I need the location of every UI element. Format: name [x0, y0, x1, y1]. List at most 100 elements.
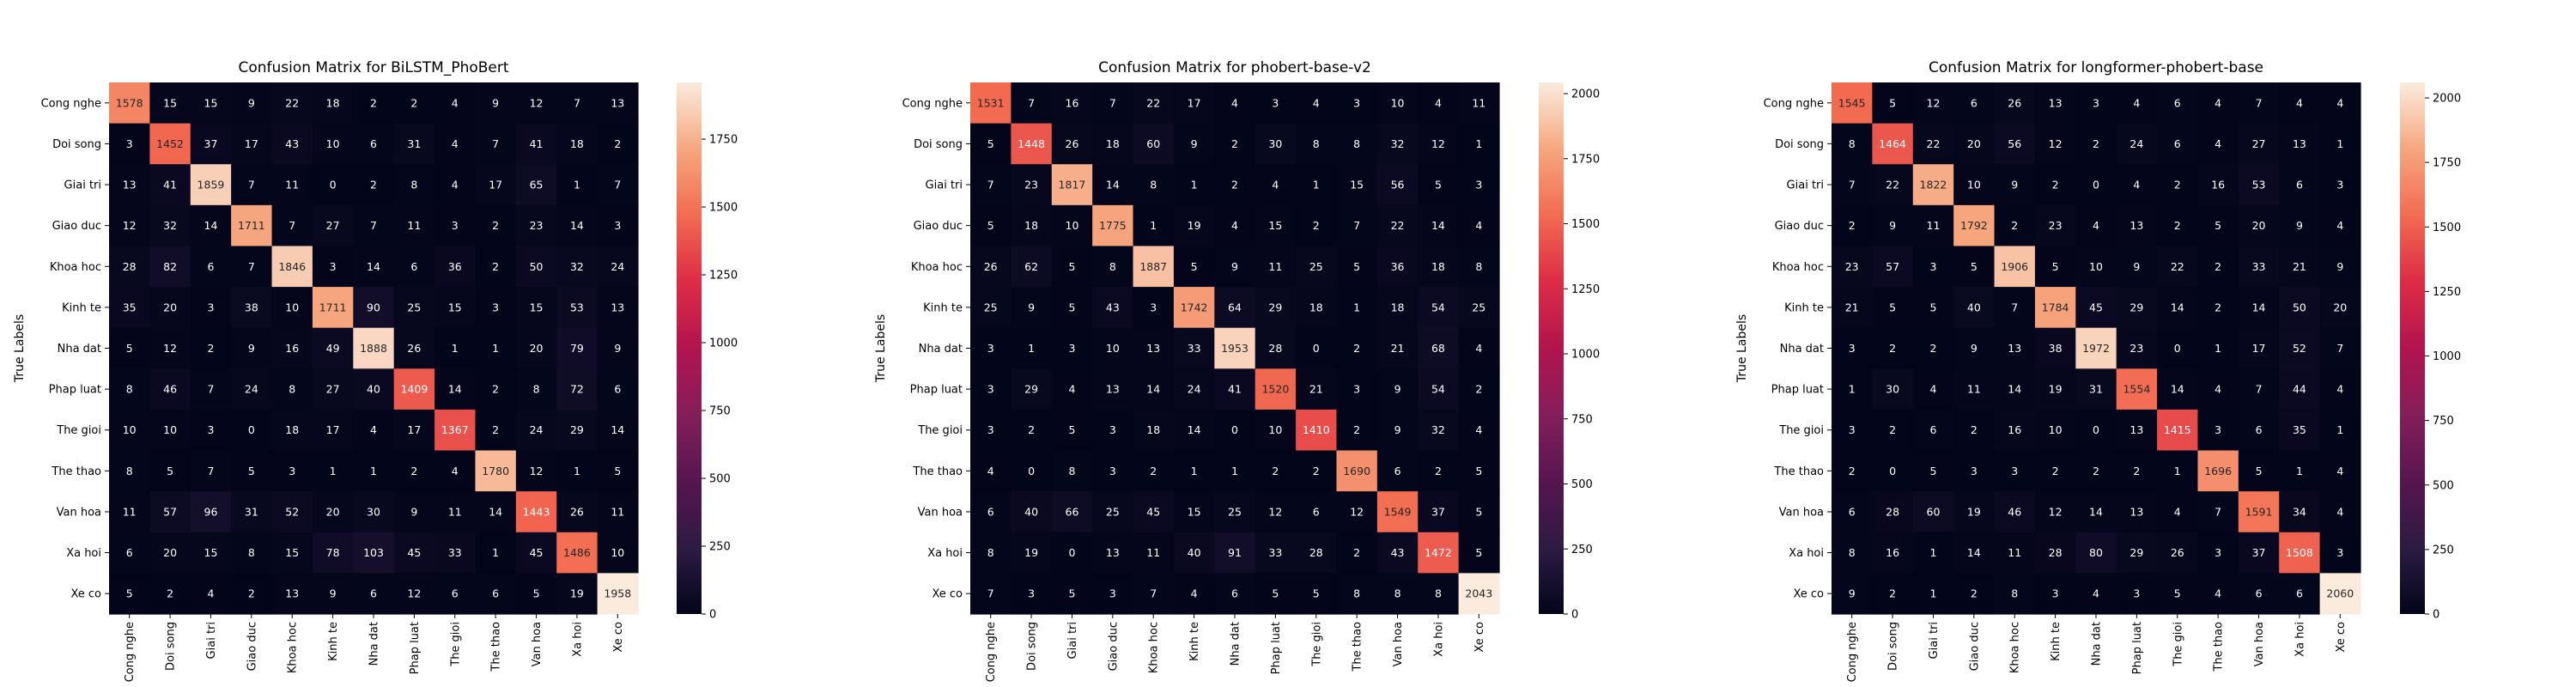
cell-value-label: 3	[1849, 423, 1856, 436]
heatmap-cell	[1832, 123, 1873, 165]
cell-value-label: 5	[1475, 465, 1482, 477]
heatmap-cell	[1832, 204, 1873, 247]
heatmap-cell	[2279, 246, 2321, 288]
x-tick-label: Khoa hoc	[287, 622, 300, 673]
cell-value-label: 29	[1268, 301, 1282, 313]
heatmap-cell	[1872, 82, 1914, 125]
cell-value-label: 13	[611, 301, 624, 313]
heatmap-cell	[1051, 327, 1093, 369]
cell-value-label: 10	[1967, 179, 1981, 192]
cell-value-label: 28	[2049, 546, 2063, 559]
cell-value-label: 41	[1228, 383, 1242, 396]
cell-value-label: 8	[1849, 137, 1856, 150]
cell-value-label: 5	[1191, 260, 1198, 273]
cell-value-label: 9	[248, 96, 255, 109]
cell-value-label: 1	[574, 465, 580, 477]
heatmap-cell	[2238, 450, 2280, 492]
cell-value-label: 15	[1268, 219, 1282, 232]
heatmap-cell	[1133, 368, 1175, 410]
y-tick-label: Kinh te	[1784, 301, 1824, 314]
heatmap-cell	[190, 532, 232, 574]
cell-value-label: 8	[1353, 587, 1360, 600]
heatmap-cell	[1051, 368, 1093, 410]
cell-value-label: 22	[1391, 219, 1405, 232]
cell-value-label: 79	[570, 342, 584, 355]
cell-value-label: 12	[1927, 96, 1941, 109]
heatmap-cell	[271, 368, 313, 410]
heatmap-cell	[1458, 123, 1500, 165]
cell-value-label: 5	[1068, 260, 1075, 273]
cell-value-label: 1	[330, 465, 337, 477]
colorbar-tick-label: 1250	[2433, 286, 2461, 299]
heatmap-cell	[597, 164, 639, 206]
colorbar-tick-label: 0	[709, 609, 716, 622]
cell-value-label: 23	[2129, 342, 2143, 355]
heatmap-cell	[149, 573, 191, 615]
heatmap-cell	[1214, 204, 1256, 247]
heatmap-cell	[1133, 450, 1175, 492]
heatmap-cell	[1255, 532, 1297, 574]
cell-value-label: 1	[370, 465, 377, 477]
heatmap-cell	[1011, 368, 1053, 410]
cell-value-label: 50	[2293, 301, 2306, 313]
colorbar-gradient	[1539, 82, 1564, 614]
heatmap-cell	[312, 164, 354, 206]
heatmap-cells: 1531 7 16 7 22 17 4 3 4 3 10 4 115 1448 26 18 60 9 2 30 8 8 32…	[970, 82, 1500, 615]
cell-value-label: 26	[2008, 96, 2021, 109]
heatmap-cell	[970, 532, 1012, 574]
heatmap-cell	[1011, 204, 1053, 247]
cell-value-label: 9	[1849, 587, 1856, 600]
heatmap-cell	[1418, 82, 1460, 125]
cell-value-label: 11	[1472, 96, 1485, 109]
cell-value-label: 45	[530, 546, 544, 559]
heatmap-cell	[1376, 327, 1419, 369]
cell-value-label: 37	[1431, 505, 1445, 518]
heatmap-cell	[1912, 368, 1954, 410]
heatmap-cell	[1092, 491, 1134, 533]
heatmap-cell	[1912, 532, 1954, 574]
heatmap-cell	[2238, 573, 2280, 615]
cell-value-label: 6	[1849, 505, 1856, 518]
heatmap-cell	[1953, 532, 1996, 574]
heatmap-cell	[312, 532, 354, 574]
cell-value-label: 1464	[1879, 137, 1906, 150]
cell-value-label: 6	[2296, 179, 2303, 192]
cell-value-label: 1953	[1221, 342, 1249, 355]
cell-value-label: 6	[2256, 423, 2263, 436]
heatmap-cell	[393, 164, 435, 206]
heatmap-cell	[597, 491, 639, 533]
cell-value-label: 13	[2049, 96, 2063, 109]
cell-value-label: 9	[248, 342, 255, 355]
heatmap-cell	[1336, 450, 1378, 492]
heatmap-cell	[1214, 409, 1256, 452]
heatmap-cell	[1173, 450, 1215, 492]
heatmap-cell	[1214, 327, 1256, 369]
x-tick-label: The thao	[2213, 622, 2226, 672]
heatmap-cell	[1953, 204, 1996, 247]
cell-value-label: 11	[448, 505, 462, 518]
heatmap-cell	[1296, 491, 1338, 533]
colorbar-tick-label: 1750	[2433, 157, 2461, 170]
cell-value-label: 5	[1353, 260, 1360, 273]
heatmap-cell	[515, 204, 557, 247]
heatmap-cell	[434, 327, 477, 369]
y-tick-label: Xe co	[932, 588, 963, 601]
cell-value-label: 1690	[1343, 465, 1370, 477]
cell-value-label: 45	[2089, 301, 2103, 313]
cell-value-label: 2	[1272, 465, 1279, 477]
cell-value-label: 7	[207, 465, 214, 477]
y-tick-label: Xa hoi	[1789, 547, 1824, 560]
heatmap-cell	[475, 204, 517, 247]
heatmap-cell	[2238, 409, 2280, 452]
cell-value-label: 9	[492, 96, 499, 109]
cell-value-label: 8	[1475, 260, 1482, 273]
cell-value-label: 20	[2333, 301, 2347, 313]
cell-value-label: 18	[1024, 219, 1038, 232]
cell-value-label: 8	[1394, 587, 1401, 600]
cell-value-label: 1	[2215, 342, 2221, 355]
cell-value-label: 17	[2252, 342, 2266, 355]
cell-value-label: 45	[1146, 505, 1160, 518]
x-tick-label: Xa hoi	[2293, 622, 2306, 657]
heatmap-cell	[1872, 532, 1914, 574]
heatmap-cell	[1336, 123, 1378, 165]
